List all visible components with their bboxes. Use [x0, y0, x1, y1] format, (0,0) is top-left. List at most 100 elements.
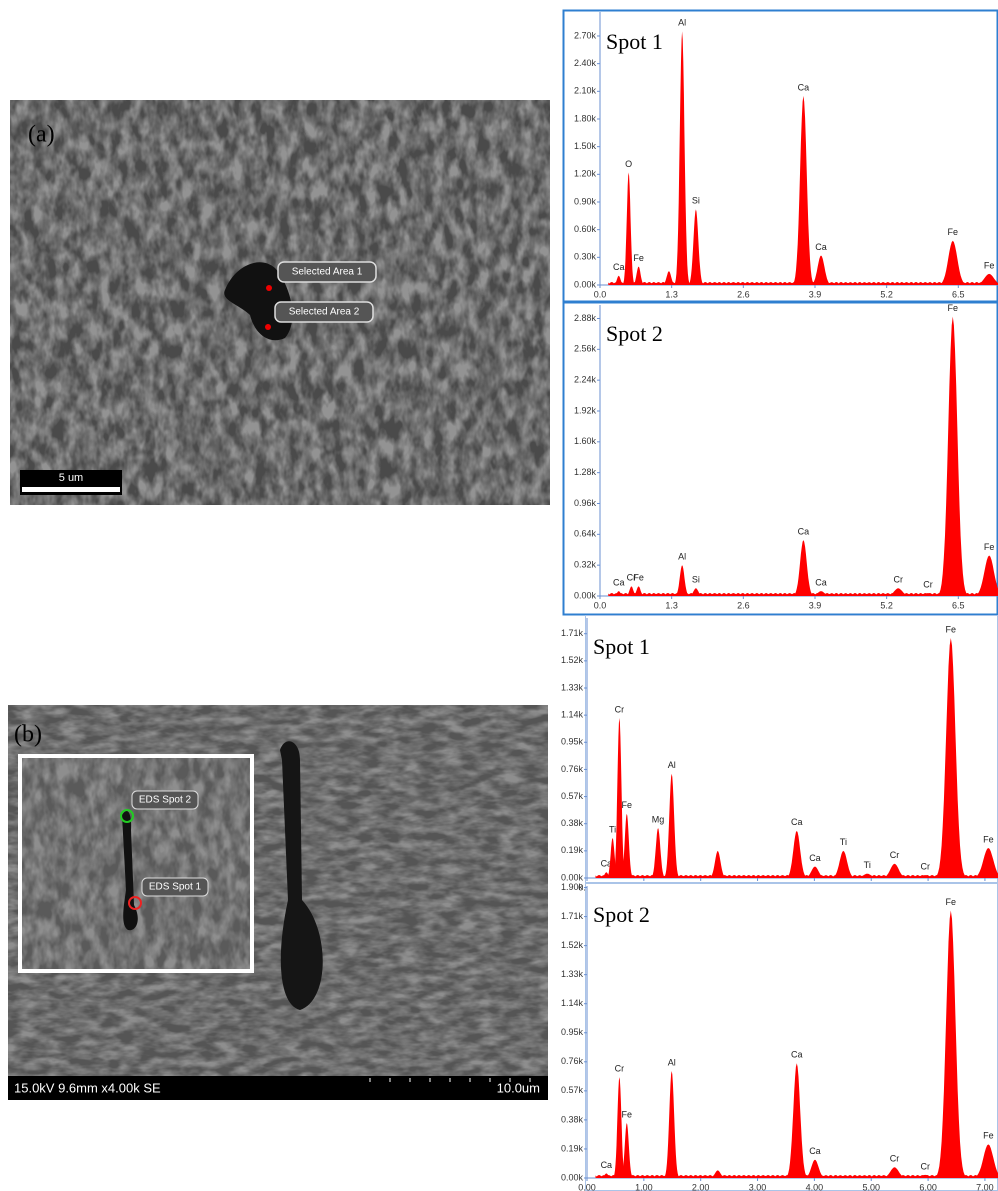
y-tick-label: 1.14k: [561, 998, 584, 1008]
x-tick-label: 1.3: [665, 600, 678, 610]
x-tick-label: 3.9: [809, 600, 822, 610]
figure-canvas: Selected Area 1 Selected Area 2 (a) 5 um…: [0, 0, 998, 1191]
chart-frame: [564, 303, 998, 615]
y-tick-label: 2.56k: [574, 344, 597, 354]
peak-label: Ca: [809, 1146, 821, 1156]
x-tick-label: 1.00: [635, 1182, 653, 1191]
peak-label: Cr: [615, 1063, 625, 1073]
y-tick-label: 2.10k: [574, 86, 597, 96]
peak-label: Al: [678, 552, 686, 562]
peak-label: Si: [692, 575, 700, 585]
peak-label: Fe: [946, 624, 957, 634]
chart-title: Spot 2: [593, 902, 650, 927]
x-tick-label: 5.00: [862, 1182, 880, 1191]
figure: Selected Area 1 Selected Area 2 (a) 5 um…: [0, 0, 998, 1191]
y-tick-label: 0.38k: [561, 818, 584, 828]
y-tick-label: 1.52k: [561, 655, 584, 665]
y-tick-label: 0.57k: [561, 791, 584, 801]
y-tick-label: 1.14k: [561, 710, 584, 720]
y-tick-label: 1.92k: [574, 405, 597, 415]
y-tick-label: 1.20k: [574, 169, 597, 179]
peak-label: Fe: [633, 573, 644, 583]
chart-title: Spot 1: [606, 29, 663, 54]
scale-bar-label: 5 um: [59, 472, 83, 484]
peak-label: Ti: [864, 860, 871, 870]
y-tick-label: 0.90k: [574, 196, 597, 206]
y-tick-label: 0.95k: [561, 1027, 584, 1037]
peak-label: Ca: [791, 1050, 803, 1060]
peak-label: Fe: [983, 834, 994, 844]
y-tick-label: 0.95k: [561, 737, 584, 747]
y-tick-label: 0.38k: [561, 1114, 584, 1124]
peak-label: Ca: [613, 262, 625, 272]
y-tick-label: 2.88k: [574, 313, 597, 323]
x-tick-label: 7.00: [976, 1182, 994, 1191]
marker-label: Selected Area 2: [289, 307, 360, 318]
peak-label: Ca: [809, 853, 821, 863]
peak-label: Ca: [798, 82, 810, 92]
y-tick-label: 0.00k: [561, 872, 584, 882]
x-tick-label: 6.00: [919, 1182, 937, 1191]
y-tick-label: 1.60k: [574, 436, 597, 446]
y-tick-label: 1.52k: [561, 940, 584, 950]
x-tick-label: 2.6: [737, 289, 750, 299]
y-tick-label: 0.60k: [574, 224, 597, 234]
y-tick-label: 1.33k: [561, 682, 584, 692]
peak-label: Fe: [622, 1109, 633, 1119]
y-tick-label: 0.19k: [561, 845, 584, 855]
x-tick-label: 0.0: [594, 600, 607, 610]
marker-label: EDS Spot 2: [139, 795, 192, 806]
peak-label: O: [625, 159, 632, 169]
x-tick-label: 0.00: [578, 1182, 596, 1191]
scale-bar-label: 10.0um: [497, 1080, 540, 1095]
x-tick-label: 2.6: [737, 600, 750, 610]
x-tick-label: 6.5: [952, 289, 965, 299]
x-tick-label: 4.00: [806, 1182, 824, 1191]
peak-label: Cr: [890, 1154, 900, 1164]
peak-label: Cr: [923, 579, 933, 589]
y-tick-label: 1.33k: [561, 969, 584, 979]
peak-label: Mg: [652, 814, 665, 824]
peak-label: Al: [668, 1057, 676, 1067]
peak-label: Fe: [948, 227, 959, 237]
chart-title: Spot 1: [593, 634, 650, 659]
x-tick-label: 5.2: [880, 289, 893, 299]
peak-label: Fe: [984, 260, 995, 270]
peak-label: Al: [668, 760, 676, 770]
peak-label: Al: [678, 18, 686, 28]
y-tick-label: 0.64k: [574, 529, 597, 539]
peak-label: Ca: [815, 578, 827, 588]
y-tick-label: 0.00k: [574, 279, 597, 289]
peak-label: Fe: [946, 897, 957, 907]
peak-label: Fe: [948, 303, 959, 313]
peak-label: Ca: [613, 578, 625, 588]
y-tick-label: 0.32k: [574, 560, 597, 570]
peak-label: Cr: [615, 704, 625, 714]
y-tick-label: 1.80k: [574, 113, 597, 123]
y-tick-label: 1.50k: [574, 141, 597, 151]
peak-label: Fe: [984, 542, 995, 552]
peak-label: Ca: [601, 1160, 613, 1170]
y-tick-label: 0.76k: [561, 764, 584, 774]
panel-label: (a): [28, 122, 55, 148]
y-tick-label: 2.70k: [574, 30, 597, 40]
peak-label: Cr: [920, 862, 930, 872]
peak-label: Ca: [798, 526, 810, 536]
peak-label: Ti: [609, 824, 616, 834]
sem-image-b: EDS Spot 2 EDS Spot 1 (b) 15.0kV 9.6mm x…: [8, 705, 548, 1100]
x-tick-label: 5.2: [880, 600, 893, 610]
peak-label: Ca: [791, 817, 803, 827]
y-tick-label: 0.96k: [574, 498, 597, 508]
peak-label: Cr: [890, 850, 900, 860]
y-tick-label: 0.30k: [574, 252, 597, 262]
peak-label: Fe: [633, 253, 644, 263]
peak-label: Fe: [983, 1131, 994, 1141]
marker-label: EDS Spot 1: [149, 882, 202, 893]
chart-title: Spot 2: [606, 321, 663, 346]
sem-image-a: Selected Area 1 Selected Area 2 (a) 5 um: [10, 100, 550, 505]
y-tick-label: 2.40k: [574, 58, 597, 68]
peak-label: Cr: [893, 575, 903, 585]
x-tick-label: 1.3: [665, 289, 678, 299]
x-tick-label: 3.00: [749, 1182, 767, 1191]
y-tick-label: 2.24k: [574, 375, 597, 385]
